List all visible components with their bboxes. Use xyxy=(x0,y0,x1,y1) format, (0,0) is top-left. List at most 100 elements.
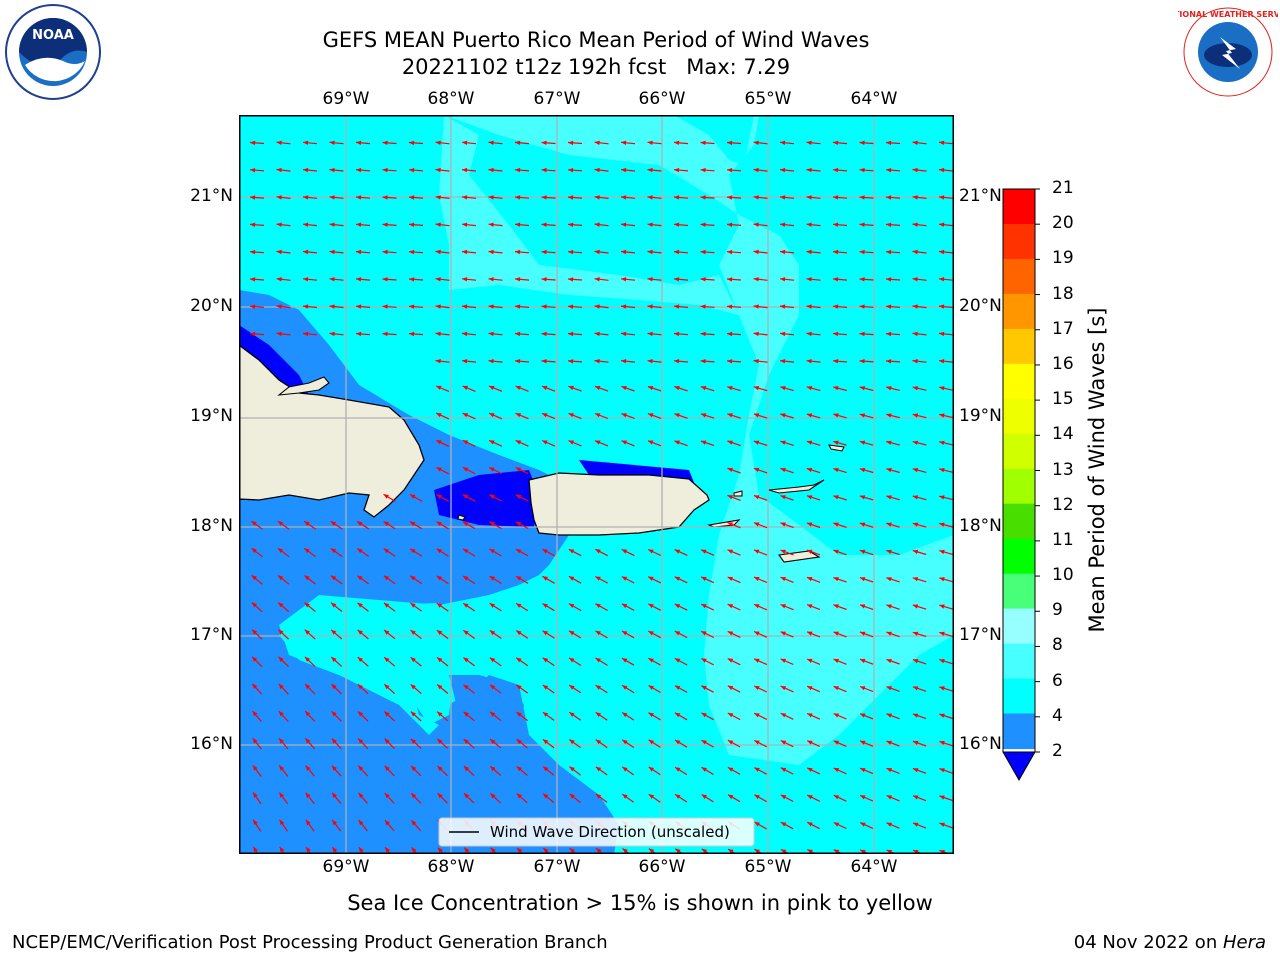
wave-arrow-head xyxy=(833,467,839,473)
wave-arrow-head xyxy=(542,549,548,554)
wave-arrow-head xyxy=(674,413,680,418)
wave-arrow-head xyxy=(436,385,442,390)
wave-arrow-head xyxy=(859,522,866,527)
wave-arrow-head xyxy=(780,167,786,173)
wave-arrow-head xyxy=(569,766,575,772)
wave-arrow-head xyxy=(780,822,787,827)
wave-arrow-head xyxy=(912,195,918,200)
colorbar-block xyxy=(1003,713,1035,750)
sea-ice-note: Sea Ice Concentration > 15% is shown in … xyxy=(347,891,933,915)
wave-arrow-head xyxy=(490,711,496,717)
wave-arrow-head xyxy=(939,331,945,337)
wave-arrow-head xyxy=(515,385,521,390)
wave-arrow-head xyxy=(886,549,892,554)
wave-arrow-head xyxy=(541,249,547,255)
lat-tick-right: 21°N xyxy=(959,186,1002,206)
wave-arrow-head xyxy=(647,222,653,227)
lon-tick-top: 66°W xyxy=(638,89,686,109)
wave-arrow-head xyxy=(780,740,787,745)
wave-arrow-head xyxy=(912,468,919,473)
wave-arrow-head xyxy=(886,604,892,609)
wave-arrow-head xyxy=(621,603,628,609)
wave-arrow-head xyxy=(358,738,364,744)
wave-arrow-head xyxy=(939,822,945,827)
wave-arrow-head xyxy=(700,167,706,173)
wave-arrow-head xyxy=(807,822,813,827)
colorbar-block xyxy=(1003,189,1035,225)
wave-arrow-head xyxy=(435,249,441,255)
wave-arrow-head xyxy=(886,222,892,227)
wave-arrow-head xyxy=(700,195,706,200)
wave-arrow-head xyxy=(939,577,945,582)
wave-arrow-head xyxy=(912,222,918,227)
wave-arrow-head xyxy=(542,685,549,690)
wave-arrow-head xyxy=(912,522,919,527)
wave-arrow-head xyxy=(410,575,416,581)
wave-arrow-head xyxy=(462,167,468,173)
wave-arrow-head xyxy=(595,603,601,608)
wave-arrow-head xyxy=(886,577,892,582)
wave-arrow-head xyxy=(276,277,282,282)
wave-arrow-head xyxy=(700,386,707,391)
wave-arrow-head xyxy=(331,711,337,717)
wave-arrow-head xyxy=(621,277,627,282)
wave-arrow-head xyxy=(435,195,441,200)
wave-arrow-head xyxy=(621,167,627,173)
wave-arrow-head xyxy=(648,794,655,799)
wave-arrow-head xyxy=(674,222,680,227)
wave-arrow-head xyxy=(357,629,363,635)
wave-arrow-head xyxy=(912,604,919,609)
wave-arrow-head xyxy=(331,765,337,771)
wave-arrow-head xyxy=(780,658,787,663)
wave-arrow-head xyxy=(754,631,760,636)
wave-arrow-head xyxy=(541,195,547,200)
wave-arrow-head xyxy=(674,249,680,255)
wave-arrow-head xyxy=(250,304,256,309)
wave-arrow-head xyxy=(806,167,812,173)
wave-arrow-head xyxy=(939,440,945,445)
wave-arrow-head xyxy=(569,685,575,690)
wave-arrow-head xyxy=(939,495,945,500)
wave-arrow-head xyxy=(939,413,945,418)
wave-arrow-head xyxy=(754,849,760,854)
wave-arrow-head xyxy=(674,712,681,718)
wave-arrow-head xyxy=(780,359,786,364)
wave-arrow-head xyxy=(780,277,786,282)
wave-arrow-head xyxy=(753,467,760,472)
wave-arrow-head xyxy=(647,277,653,282)
wave-arrow-head xyxy=(463,684,469,690)
wave-arrow-head xyxy=(303,140,309,145)
wave-arrow-head xyxy=(435,331,441,337)
wave-arrow-head xyxy=(276,222,282,227)
wave-arrow-head xyxy=(329,167,335,173)
wave-arrow-head xyxy=(437,847,443,853)
wave-arrow-head xyxy=(569,848,575,854)
wave-arrow-head xyxy=(488,304,494,309)
wave-arrow-head xyxy=(382,140,388,145)
wave-arrow-head xyxy=(594,222,600,227)
wave-arrow-head xyxy=(382,331,388,337)
wave-arrow-head xyxy=(568,140,574,146)
wave-arrow-head xyxy=(252,629,258,635)
lon-tick-top: 67°W xyxy=(533,89,581,109)
wave-arrow-head xyxy=(329,304,335,309)
wave-arrow-head xyxy=(700,440,707,445)
wave-arrow-head xyxy=(859,167,865,173)
wave-arrow-head xyxy=(753,440,760,445)
wave-arrow-head xyxy=(648,603,654,609)
wave-arrow-head xyxy=(437,766,443,772)
wave-arrow-head xyxy=(674,604,681,609)
lat-tick-left: 16°N xyxy=(190,734,233,754)
lat-tick-left: 17°N xyxy=(190,625,233,645)
wave-arrow-head xyxy=(436,467,442,472)
wave-arrow-head xyxy=(912,440,919,445)
colorbar-tick-label: 6 xyxy=(1052,670,1063,691)
wave-arrow-head xyxy=(648,576,654,581)
wave-arrow-head xyxy=(701,712,707,718)
wave-arrow-head xyxy=(541,304,547,309)
wave-arrow-head xyxy=(647,413,654,418)
wave-arrow-head xyxy=(806,577,813,582)
wave-arrow-head xyxy=(727,658,734,663)
wave-arrow-head xyxy=(701,685,707,690)
wave-arrow-head xyxy=(330,548,337,554)
